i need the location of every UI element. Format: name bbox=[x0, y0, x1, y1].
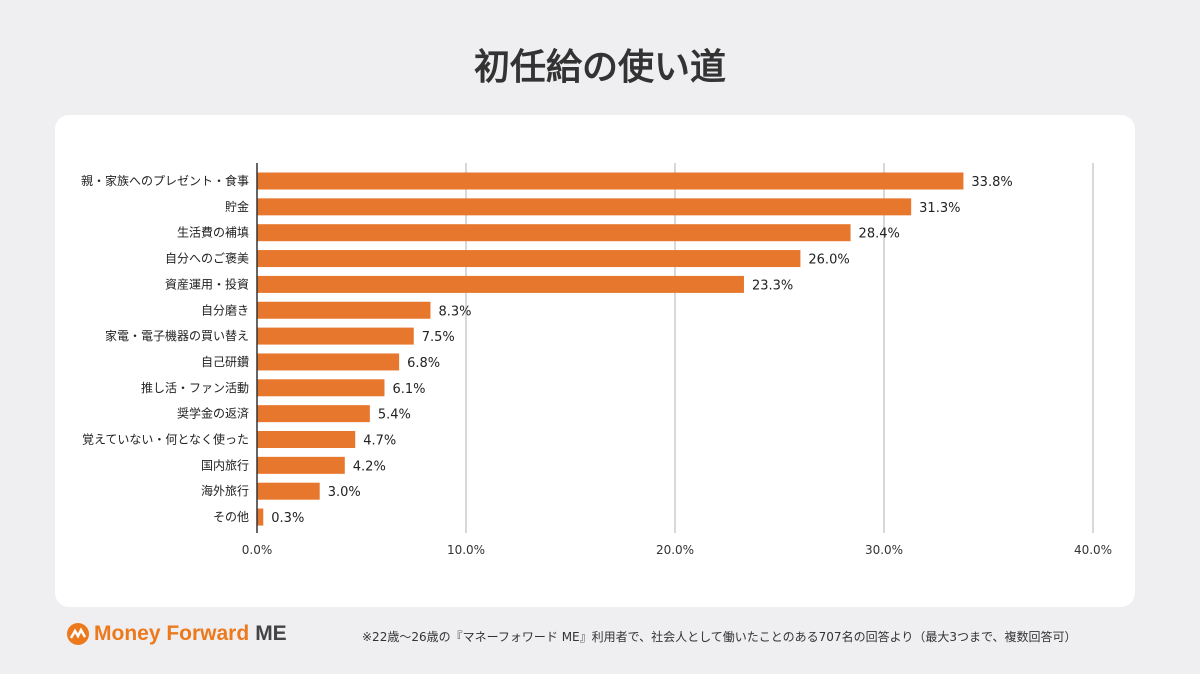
chart-card: 0.0% 10.0% 20.0% 30.0% 40.0% 親・家族へのプレゼント・食事 33… bbox=[55, 115, 1135, 607]
bar bbox=[257, 482, 320, 500]
bar bbox=[257, 508, 264, 526]
x-tick-label: 20.0% bbox=[656, 543, 694, 557]
value-label: 3.0% bbox=[328, 485, 361, 500]
category-label: 覚えていない・何となく使った bbox=[82, 432, 249, 447]
value-label: 28.4% bbox=[859, 227, 900, 242]
value-label: 4.2% bbox=[353, 459, 386, 474]
category-label: 国内旅行 bbox=[201, 458, 249, 472]
bar bbox=[257, 224, 851, 242]
bar-chart: 0.0% 10.0% 20.0% 30.0% 40.0% 親・家族へのプレゼント・食事 33… bbox=[81, 163, 1112, 557]
logo-text: Money Forward bbox=[94, 622, 250, 645]
chart-title: 初任給の使い道 bbox=[473, 47, 726, 88]
bar bbox=[257, 379, 385, 397]
category-label: 親・家族へのプレゼント・食事 bbox=[81, 173, 249, 188]
bar bbox=[257, 198, 912, 216]
bar bbox=[257, 405, 370, 423]
category-label: 自己研鑽 bbox=[201, 354, 249, 369]
bar bbox=[257, 250, 801, 268]
value-label: 5.4% bbox=[378, 408, 411, 423]
category-label: 奨学金の返済 bbox=[177, 406, 249, 421]
money-forward-logo: Money Forward ME bbox=[66, 622, 287, 646]
category-label: 推し活・ファン活動 bbox=[141, 381, 249, 395]
category-label: 海外旅行 bbox=[201, 483, 249, 498]
x-tick-label: 30.0% bbox=[865, 543, 903, 557]
category-label: 家電・電子機器の買い替え bbox=[105, 328, 249, 343]
category-label: 自分へのご褒美 bbox=[165, 251, 249, 266]
logo-text-me: ME bbox=[255, 622, 287, 645]
value-label: 31.3% bbox=[919, 201, 960, 216]
x-tick-label: 0.0% bbox=[242, 543, 273, 557]
bar bbox=[257, 431, 356, 448]
category-label: 貯金 bbox=[225, 199, 249, 214]
bar bbox=[257, 301, 431, 319]
value-label: 0.3% bbox=[271, 511, 304, 526]
bar bbox=[257, 456, 345, 474]
x-tick-label: 10.0% bbox=[447, 543, 485, 557]
value-label: 7.5% bbox=[422, 330, 455, 345]
value-label: 33.8% bbox=[971, 175, 1012, 190]
category-label: その他 bbox=[213, 510, 249, 524]
footnote: ※22歳〜26歳の『マネーフォワード ME』利用者で、社会人として働いたことのあ… bbox=[362, 630, 1077, 644]
category-label: 資産運用・投資 bbox=[165, 276, 249, 291]
x-tick-label: 40.0% bbox=[1074, 543, 1112, 557]
bar bbox=[257, 172, 964, 190]
value-label: 4.7% bbox=[363, 434, 396, 449]
bar bbox=[257, 353, 400, 371]
bar bbox=[257, 275, 744, 293]
category-label: 自分磨き bbox=[201, 303, 249, 317]
value-label: 6.8% bbox=[407, 356, 440, 371]
logo-icon bbox=[67, 623, 89, 645]
value-label: 8.3% bbox=[438, 304, 471, 319]
bar bbox=[257, 327, 414, 345]
value-label: 26.0% bbox=[808, 253, 849, 268]
category-label: 生活費の補填 bbox=[177, 225, 249, 240]
value-label: 23.3% bbox=[752, 278, 793, 293]
value-label: 6.1% bbox=[392, 382, 425, 397]
